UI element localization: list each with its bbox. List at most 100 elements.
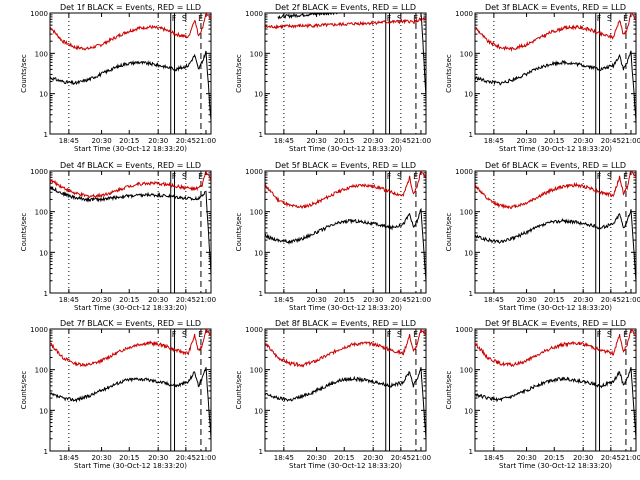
y-axis-label: Counts/sec (235, 213, 243, 252)
region-label: S (182, 330, 187, 339)
x-tick-label: 21:00 (621, 137, 640, 145)
panel-det-8: Det 8f BLACK = Events, RED = LLD 1 10 100 10… (235, 319, 431, 470)
x-tick-label: 21:00 (196, 454, 216, 462)
x-axis-label: Start Time (30-Oct-12 18:33:20) (74, 462, 187, 470)
y-tick-label: 100 (460, 50, 473, 58)
x-tick-label: 21:00 (411, 454, 431, 462)
events-series-line (265, 366, 426, 440)
x-tick-label: 21:00 (621, 296, 640, 304)
x-tick-label: 20:30 (91, 454, 111, 462)
x-axis-label: Start Time (30-Oct-12 18:33:20) (499, 145, 612, 153)
lld-series-line (265, 329, 426, 368)
panel-title: Det 9f BLACK = Events, RED = LLD (485, 319, 626, 328)
panel-title: Det 5f BLACK = Events, RED = LLD (275, 161, 416, 170)
lld-series-line (475, 13, 636, 52)
y-tick-label: 10 (464, 91, 473, 99)
x-tick-label: 18:45 (59, 454, 79, 462)
y-tick-label: 100 (460, 367, 473, 375)
panel-det-6: Det 6f BLACK = Events, RED = LLD 1 10 100 10… (445, 161, 640, 312)
x-tick-label: 20:45 (176, 454, 196, 462)
region-label: E (413, 172, 418, 181)
region-label: F (597, 330, 602, 339)
x-tick-label: 20:30 (306, 454, 326, 462)
y-tick-label: 100 (460, 209, 473, 217)
y-tick-label: 10 (39, 407, 48, 415)
x-tick-label: 18:45 (484, 454, 504, 462)
events-series-line (475, 209, 636, 282)
lld-series-line (475, 329, 636, 368)
plot-frame (264, 170, 427, 294)
panel-title: Det 8f BLACK = Events, RED = LLD (275, 319, 416, 328)
y-tick-label: 100 (250, 50, 263, 58)
y-tick-label: 100 (250, 209, 263, 217)
x-tick-label: 20:45 (391, 296, 411, 304)
panel-det-9: Det 9f BLACK = Events, RED = LLD 1 10 100 10… (445, 319, 640, 470)
x-tick-label: 18:45 (274, 137, 294, 145)
x-tick-label: 21:00 (196, 137, 216, 145)
region-label: E (623, 330, 628, 339)
x-tick-label: 20:45 (176, 296, 196, 304)
y-tick-label: 10 (39, 91, 48, 99)
y-tick-label: 1000 (245, 168, 263, 176)
x-tick-label: 20:30 (148, 137, 168, 145)
x-tick-label: 18:45 (484, 137, 504, 145)
region-label: E (413, 14, 418, 23)
y-tick-label: 10 (464, 407, 473, 415)
y-tick-label: 1000 (455, 326, 473, 334)
y-tick-label: 1 (44, 131, 48, 139)
panel-title: Det 3f BLACK = Events, RED = LLD (485, 3, 626, 12)
y-tick-label: 1 (469, 290, 473, 298)
region-label: E (198, 172, 203, 181)
plot-frame (474, 170, 637, 294)
y-tick-label: 10 (464, 249, 473, 257)
panel-title: Det 6f BLACK = Events, RED = LLD (485, 161, 626, 170)
x-tick-label: 20:45 (176, 137, 196, 145)
panel-title: Det 7f BLACK = Events, RED = LLD (60, 319, 201, 328)
y-tick-label: 10 (254, 407, 263, 415)
x-tick-label: 21:00 (411, 296, 431, 304)
x-tick-label: 18:45 (274, 454, 294, 462)
y-tick-label: 1000 (245, 10, 263, 18)
plot-frame (264, 328, 427, 452)
region-label: S (607, 14, 612, 23)
y-axis-label: Counts/sec (445, 54, 453, 93)
x-tick-label: 21:00 (621, 454, 640, 462)
plot-frame (49, 170, 212, 294)
region-label: F (597, 14, 602, 23)
x-tick-label: 20:15 (544, 454, 564, 462)
region-label: F (172, 172, 177, 181)
y-axis-label: Counts/sec (445, 371, 453, 410)
x-tick-label: 20:30 (91, 296, 111, 304)
y-tick-label: 100 (35, 367, 48, 375)
x-tick-label: 20:15 (334, 454, 354, 462)
x-tick-label: 20:30 (363, 454, 383, 462)
panel-det-1: Det 1f BLACK = Events, RED = LLD 1 10 100 10… (20, 3, 216, 153)
y-axis-label: Counts/sec (20, 54, 28, 93)
panel-title: Det 4f BLACK = Events, RED = LLD (60, 161, 201, 170)
lld-series-line (475, 171, 636, 210)
panel-det-4: Det 4f BLACK = Events, RED = LLD 1 10 100 10… (20, 161, 216, 312)
y-tick-label: 10 (254, 91, 263, 99)
lld-series-line (50, 171, 211, 199)
y-axis-label: Counts/sec (20, 371, 28, 410)
y-tick-label: 1000 (30, 326, 48, 334)
panel-title: Det 1f BLACK = Events, RED = LLD (60, 3, 201, 12)
x-tick-label: 20:45 (601, 454, 621, 462)
y-tick-label: 1 (259, 290, 263, 298)
region-label: S (397, 14, 402, 23)
x-tick-label: 20:30 (573, 454, 593, 462)
panel-det-5: Det 5f BLACK = Events, RED = LLD 1 10 100 10… (235, 161, 431, 312)
region-label: E (198, 14, 203, 23)
x-tick-label: 20:45 (391, 137, 411, 145)
y-tick-label: 1000 (455, 10, 473, 18)
events-series-line (50, 186, 211, 275)
x-tick-label: 20:45 (601, 296, 621, 304)
events-series-line (50, 50, 211, 121)
panel-det-3: Det 3f BLACK = Events, RED = LLD 1 10 100 10… (445, 3, 640, 153)
panel-title: Det 2f BLACK = Events, RED = LLD (275, 3, 416, 12)
region-label: E (413, 330, 418, 339)
x-tick-label: 20:30 (363, 296, 383, 304)
x-tick-label: 18:45 (274, 296, 294, 304)
region-label: S (607, 330, 612, 339)
